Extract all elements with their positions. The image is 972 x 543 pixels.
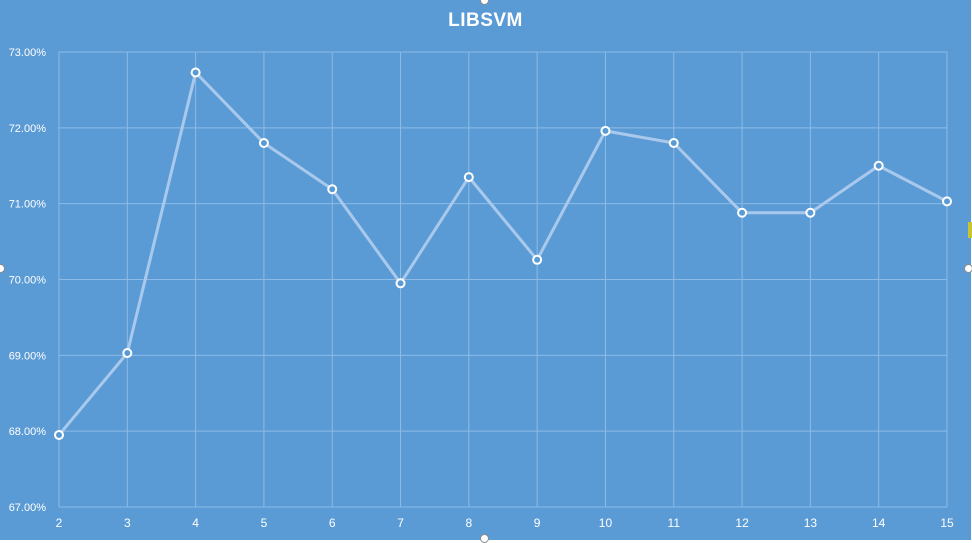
x-tick-label: 2 — [56, 516, 63, 530]
x-tick-label: 7 — [397, 516, 404, 530]
x-tick-label: 3 — [124, 516, 131, 530]
data-point — [805, 207, 816, 218]
data-point — [122, 348, 133, 359]
data-point — [532, 254, 543, 265]
y-tick-label: 72.00% — [9, 123, 47, 135]
resize-handle-top[interactable] — [480, 0, 489, 5]
x-tick-label: 13 — [804, 516, 818, 530]
resize-handle-left[interactable] — [0, 264, 5, 273]
y-tick-label: 69.00% — [9, 350, 47, 362]
resize-handle-right[interactable] — [964, 264, 972, 273]
x-tick-label: 12 — [735, 516, 749, 530]
data-point — [600, 125, 611, 136]
data-point — [942, 196, 952, 207]
data-point — [668, 138, 679, 148]
y-tick-label: 67.00% — [9, 502, 47, 514]
data-point — [190, 67, 201, 78]
series-line-group — [57, 70, 949, 437]
y-tick-label: 73.00% — [9, 47, 47, 59]
x-tick-label: 4 — [192, 516, 199, 530]
data-point — [463, 172, 474, 183]
chart-side-tab[interactable] — [968, 222, 972, 238]
y-tick-label: 70.00% — [9, 275, 47, 287]
chart-title: LIBSVM — [448, 10, 523, 31]
y-tick-label: 68.00% — [9, 426, 47, 438]
x-tick-label: 14 — [872, 516, 886, 530]
data-markers — [54, 67, 952, 440]
gridlines — [58, 51, 948, 508]
x-tick-label: 11 — [668, 516, 681, 530]
x-tick-label: 5 — [261, 516, 268, 530]
x-tick-label: 10 — [599, 516, 613, 530]
x-tick-label: 8 — [466, 516, 473, 530]
data-point — [54, 429, 64, 440]
x-tick-label: 15 — [940, 516, 954, 530]
data-point — [873, 160, 884, 171]
data-point — [395, 278, 406, 289]
data-point — [258, 138, 269, 148]
x-tick-label: 6 — [329, 516, 336, 530]
axis-tick-labels: 67.00% 68.00% 69.00% 70.00% 71.00% 72.00% 73.0… — [9, 47, 954, 530]
x-tick-label: 9 — [534, 516, 541, 530]
data-point — [737, 207, 748, 218]
y-tick-label: 71.00% — [9, 199, 47, 211]
series-line — [57, 70, 949, 437]
data-point — [327, 184, 338, 195]
